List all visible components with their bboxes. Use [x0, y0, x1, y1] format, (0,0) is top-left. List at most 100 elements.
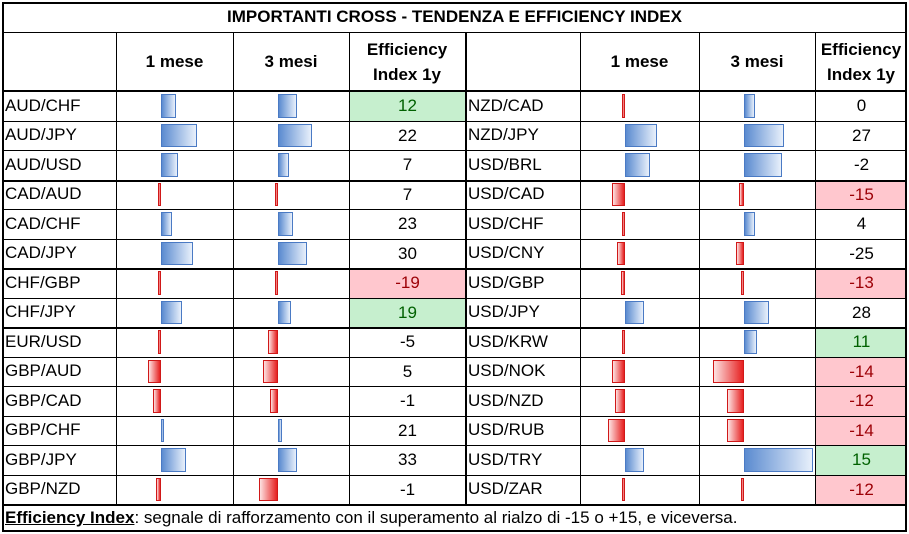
bar-3-mesi	[744, 448, 814, 472]
efficiency-value: -1	[399, 479, 416, 499]
efficiency-value: 15	[816, 446, 907, 475]
row-divider	[2, 150, 907, 151]
efficiency-value: 12	[350, 92, 465, 121]
bar-1-mese	[158, 330, 161, 354]
bar-3-mesi	[738, 182, 744, 206]
bar-1-mese	[612, 359, 625, 383]
bar-3-mesi	[727, 418, 744, 442]
efficiency-value: -12	[816, 475, 907, 504]
bar-1-mese	[158, 271, 161, 295]
pair-label: USD/CAD	[468, 184, 545, 204]
pair-label: AUD/CHF	[5, 95, 81, 115]
efficiency-value: -19	[350, 269, 465, 298]
pair-label: GBP/AUD	[5, 361, 82, 381]
efficiency-value: 21	[398, 420, 417, 440]
bar-1-mese	[161, 241, 193, 265]
bar-3-mesi	[278, 123, 312, 147]
bar-3-mesi	[278, 300, 291, 324]
pair-label: USD/NZD	[468, 390, 544, 410]
border-bottom	[2, 530, 907, 532]
bar-1-mese	[620, 271, 625, 295]
row-divider	[2, 357, 907, 358]
row-divider	[2, 475, 907, 476]
header-1-mese-left: 1 mese	[145, 52, 204, 71]
bar-3-mesi	[278, 418, 283, 442]
bar-3-mesi	[744, 330, 757, 354]
border-right	[905, 2, 907, 532]
row-divider	[2, 268, 907, 270]
footer-bold: Efficiency Index	[5, 508, 135, 527]
efficiency-value: 22	[398, 125, 417, 145]
header-1-mese-right: 1 mese	[610, 52, 669, 71]
bar-1-mese	[625, 153, 651, 177]
efficiency-value: -1	[399, 391, 416, 411]
header-3-mesi-left: 3 mesi	[264, 52, 318, 71]
bar-1-mese	[161, 94, 176, 118]
bar-1-mese	[153, 389, 161, 413]
header-efficiency-line1: Efficiency	[366, 39, 448, 59]
efficiency-value: -5	[399, 332, 416, 352]
bar-3-mesi	[267, 330, 278, 354]
pair-label: EUR/USD	[5, 331, 82, 351]
bar-1-mese	[617, 241, 625, 265]
header-underline	[2, 90, 907, 92]
bar-3-mesi	[727, 389, 744, 413]
footer-topline	[2, 504, 907, 506]
efficiency-value: 0	[856, 96, 867, 116]
bar-3-mesi	[744, 212, 755, 236]
pair-label: GBP/NZD	[5, 479, 81, 499]
pair-label: NZD/JPY	[468, 125, 539, 145]
pair-label: CAD/JPY	[5, 243, 77, 263]
bar-3-mesi	[278, 212, 293, 236]
bar-3-mesi	[744, 300, 770, 324]
efficiency-value: 7	[402, 184, 413, 204]
bar-1-mese	[161, 418, 164, 442]
row-divider	[2, 327, 907, 329]
pair-label: USD/JPY	[468, 302, 540, 322]
border-top	[2, 2, 907, 4]
pair-label: NZD/CAD	[468, 95, 544, 115]
pair-label: USD/ZAR	[468, 479, 543, 499]
bar-1-mese	[625, 123, 657, 147]
bar-1-mese	[148, 359, 161, 383]
pair-label: USD/KRW	[468, 331, 548, 351]
bar-1-mese	[161, 448, 187, 472]
header-efficiency-line1: Efficiency	[820, 39, 902, 59]
border-left	[2, 2, 4, 532]
header-3-mesi-right: 3 mesi	[730, 52, 784, 71]
bar-3-mesi	[263, 359, 278, 383]
efficiency-value: -25	[849, 243, 874, 263]
bar-1-mese	[625, 300, 644, 324]
efficiency-value: -2	[853, 155, 870, 175]
pair-label: USD/BRL	[468, 154, 542, 174]
row-divider	[2, 445, 907, 446]
bar-3-mesi	[744, 123, 784, 147]
bar-3-mesi	[278, 241, 308, 265]
pair-label: CAD/CHF	[5, 213, 81, 233]
efficiency-value: -12	[816, 387, 907, 416]
header-efficiency-line2: Index 1y	[826, 64, 896, 84]
row-divider	[2, 298, 907, 299]
bar-3-mesi	[278, 94, 297, 118]
bar-1-mese	[608, 418, 625, 442]
bar-3-mesi	[741, 477, 744, 501]
bar-3-mesi	[278, 153, 289, 177]
pair-label: CHF/GBP	[5, 272, 81, 292]
efficiency-value: 30	[398, 243, 417, 263]
bar-1-mese	[155, 477, 161, 501]
pair-label: USD/CNY	[468, 243, 545, 263]
pair-label: GBP/CAD	[5, 390, 82, 410]
row-divider	[2, 386, 907, 387]
table-title: IMPORTANTI CROSS - TENDENZA E EFFICIENCY…	[227, 7, 682, 26]
efficiency-value: 7	[402, 155, 413, 175]
bar-1-mese	[622, 477, 625, 501]
footer-note: Efficiency Index: segnale di rafforzamen…	[2, 504, 907, 532]
bar-3-mesi	[274, 271, 278, 295]
bar-3-mesi	[712, 359, 744, 383]
row-divider	[2, 416, 907, 417]
pair-label: CAD/AUD	[5, 184, 82, 204]
bar-1-mese	[614, 389, 625, 413]
row-divider	[2, 209, 907, 210]
bar-3-mesi	[259, 477, 278, 501]
